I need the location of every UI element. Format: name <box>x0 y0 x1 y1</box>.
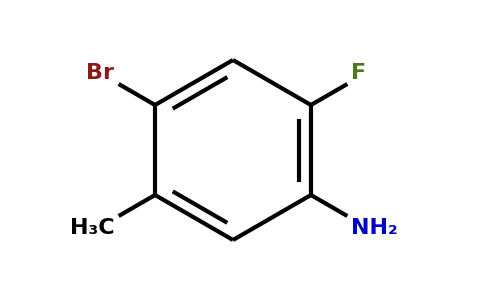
Text: Br: Br <box>86 62 114 82</box>
Text: NH₂: NH₂ <box>351 218 398 238</box>
Text: F: F <box>351 62 366 82</box>
Text: H₃C: H₃C <box>70 218 114 238</box>
